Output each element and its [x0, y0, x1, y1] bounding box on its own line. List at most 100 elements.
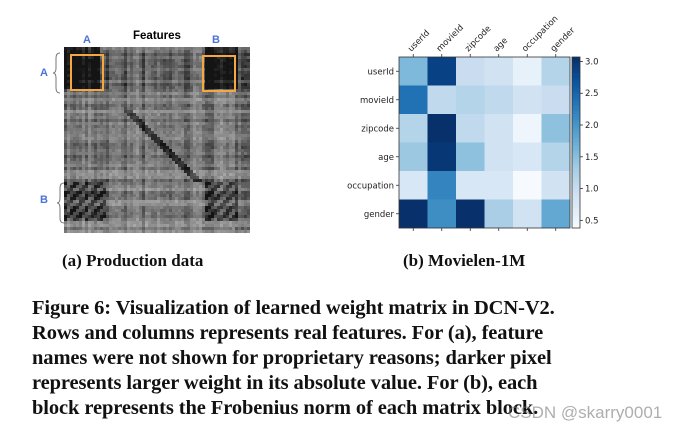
- colorbar-segment: [572, 222, 580, 226]
- matrix-pixel: [166, 77, 170, 81]
- matrix-pixel: [193, 155, 197, 159]
- matrix-pixel: [70, 143, 74, 147]
- matrix-pixel: [214, 104, 218, 108]
- colorbar-segment: [572, 119, 580, 123]
- matrix-pixel: [208, 131, 212, 135]
- matrix-pixel: [229, 194, 233, 198]
- matrix-pixel: [223, 200, 227, 204]
- matrix-pixel: [106, 185, 110, 189]
- matrix-pixel: [235, 95, 239, 99]
- matrix-pixel: [166, 170, 170, 174]
- matrix-pixel: [85, 146, 89, 150]
- matrix-pixel: [88, 185, 92, 189]
- matrix-pixel: [136, 101, 140, 105]
- matrix-pixel: [73, 56, 77, 60]
- matrix-pixel: [142, 104, 146, 108]
- matrix-pixel: [88, 116, 92, 120]
- matrix-pixel: [232, 101, 236, 105]
- matrix-pixel: [214, 74, 218, 78]
- matrix-pixel: [184, 185, 188, 189]
- matrix-pixel: [142, 215, 146, 219]
- matrix-pixel: [226, 194, 230, 198]
- matrix-pixel: [199, 167, 203, 171]
- matrix-pixel: [232, 185, 236, 189]
- matrix-pixel: [187, 62, 191, 66]
- matrix-pixel: [166, 173, 170, 177]
- matrix-pixel: [184, 149, 188, 153]
- matrix-pixel: [79, 188, 83, 192]
- matrix-pixel: [217, 191, 221, 195]
- matrix-pixel: [166, 203, 170, 207]
- matrix-pixel: [127, 155, 131, 159]
- matrix-pixel: [133, 83, 137, 87]
- matrix-pixel: [235, 170, 239, 174]
- matrix-pixel: [103, 209, 107, 213]
- matrix-pixel: [139, 122, 143, 126]
- matrix-pixel: [157, 146, 161, 150]
- matrix-pixel: [118, 161, 122, 165]
- matrix-pixel: [136, 119, 140, 123]
- matrix-pixel: [217, 194, 221, 198]
- matrix-pixel: [235, 143, 239, 147]
- matrix-pixel: [118, 155, 122, 159]
- matrix-pixel: [88, 143, 92, 147]
- matrix-pixel: [160, 209, 164, 213]
- matrix-pixel: [190, 74, 194, 78]
- matrix-pixel: [181, 152, 185, 156]
- colorbar-segment: [572, 91, 580, 95]
- matrix-pixel: [64, 119, 68, 123]
- matrix-pixel: [112, 119, 116, 123]
- matrix-pixel: [163, 122, 167, 126]
- matrix-pixel: [163, 131, 167, 135]
- matrix-pixel: [163, 113, 167, 117]
- matrix-pixel: [64, 113, 68, 117]
- matrix-pixel: [190, 110, 194, 114]
- matrix-pixel: [166, 185, 170, 189]
- matrix-pixel: [217, 215, 221, 219]
- matrix-pixel: [241, 131, 245, 135]
- matrix-pixel: [217, 119, 221, 123]
- matrix-pixel: [124, 140, 128, 144]
- matrix-pixel: [151, 173, 155, 177]
- matrix-pixel: [193, 116, 197, 120]
- matrix-pixel: [217, 62, 221, 66]
- matrix-pixel: [103, 173, 107, 177]
- matrix-pixel: [121, 110, 125, 114]
- matrix-pixel: [106, 200, 110, 204]
- matrix-pixel: [187, 89, 191, 93]
- matrix-pixel: [157, 209, 161, 213]
- matrix-pixel: [166, 212, 170, 216]
- matrix-pixel: [151, 74, 155, 78]
- matrix-pixel: [211, 194, 215, 198]
- matrix-pixel: [178, 182, 182, 186]
- matrix-pixel: [193, 218, 197, 222]
- matrix-pixel: [166, 167, 170, 171]
- matrix-pixel: [136, 71, 140, 75]
- matrix-pixel: [73, 101, 77, 105]
- matrix-pixel: [226, 122, 230, 126]
- matrix-pixel: [121, 47, 125, 51]
- matrix-pixel: [199, 191, 203, 195]
- matrix-pixel: [97, 209, 101, 213]
- matrix-pixel: [226, 185, 230, 189]
- matrix-pixel: [205, 152, 209, 156]
- matrix-pixel: [226, 173, 230, 177]
- matrix-pixel: [142, 137, 146, 141]
- matrix-pixel: [211, 134, 215, 138]
- matrix-pixel: [244, 62, 248, 66]
- matrix-pixel: [67, 113, 71, 117]
- matrix-pixel: [91, 227, 95, 231]
- matrix-pixel: [181, 206, 185, 210]
- matrix-pixel: [178, 194, 182, 198]
- matrix-pixel: [166, 179, 170, 183]
- matrix-pixel: [142, 185, 146, 189]
- matrix-pixel: [238, 86, 242, 90]
- matrix-pixel: [178, 95, 182, 99]
- matrix-pixel: [208, 119, 212, 123]
- matrix-pixel: [67, 203, 71, 207]
- matrix-pixel: [121, 95, 125, 99]
- matrix-pixel: [76, 167, 80, 171]
- matrix-pixel: [196, 167, 200, 171]
- matrix-pixel: [232, 143, 236, 147]
- matrix-pixel: [133, 197, 137, 201]
